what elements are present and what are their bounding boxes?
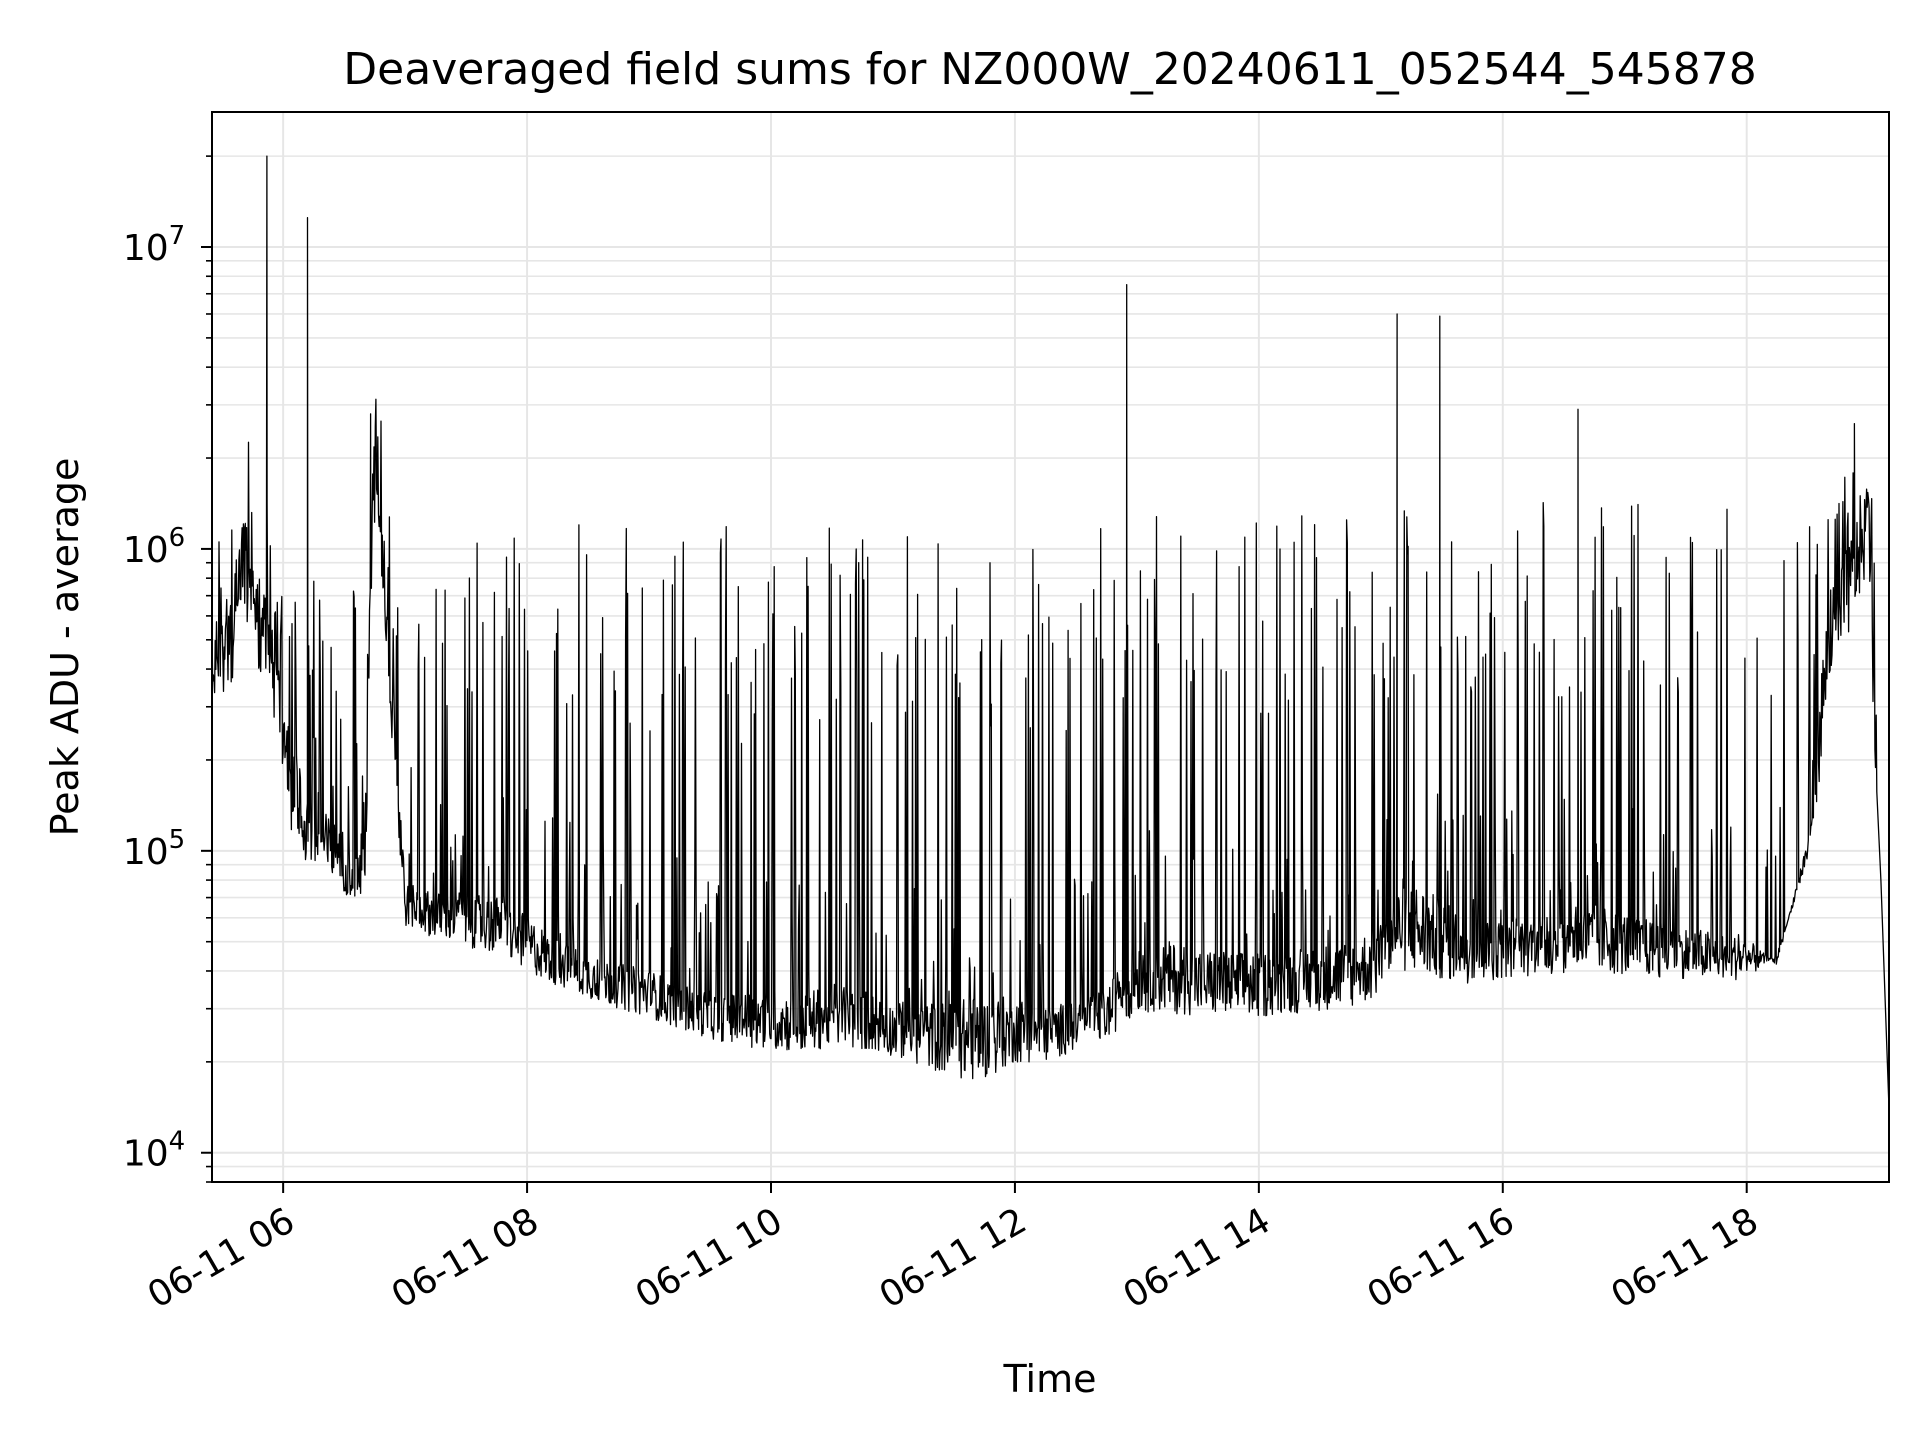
- chart-title: Deaveraged field sums for NZ000W_2024061…: [343, 44, 1756, 95]
- y-tick-exponent: 4: [169, 1127, 186, 1157]
- x-tick-label: 06-11 06: [141, 1200, 302, 1316]
- y-tick-label: 104: [123, 1127, 185, 1175]
- x-axis: 06-11 06 06-11 08 06-11 10 06-11 12 06-11 14…: [141, 1182, 1765, 1317]
- x-tick-label: 06-11 18: [1605, 1200, 1766, 1316]
- x-tick-label: 06-11 08: [385, 1200, 546, 1316]
- y-tick-label: 107: [123, 221, 185, 269]
- grid-lines: [212, 112, 1889, 1183]
- y-tick-label: 105: [123, 825, 185, 873]
- plot-frame: [211, 111, 1890, 1183]
- x-tick-label: 06-11 14: [1117, 1200, 1278, 1316]
- y-tick-exponent: 6: [169, 523, 186, 553]
- series-line: [211, 155, 1890, 1109]
- x-tick-label: 06-11 12: [873, 1200, 1034, 1316]
- x-tick-label: 06-11 16: [1361, 1200, 1522, 1316]
- y-tick-base: 10: [123, 1134, 169, 1175]
- x-axis-label: Time: [1003, 1357, 1097, 1401]
- series-line-path: [211, 155, 1890, 1109]
- y-tick-base: 10: [123, 530, 169, 571]
- y-tick-exponent: 7: [169, 221, 186, 251]
- y-tick-base: 10: [123, 228, 169, 269]
- y-tick-base: 10: [123, 832, 169, 873]
- y-tick-exponent: 5: [169, 825, 186, 855]
- x-tick-label: 06-11 10: [629, 1200, 790, 1316]
- y-tick-label: 106: [123, 523, 185, 571]
- y-axis-label: Peak ADU - average: [43, 458, 87, 837]
